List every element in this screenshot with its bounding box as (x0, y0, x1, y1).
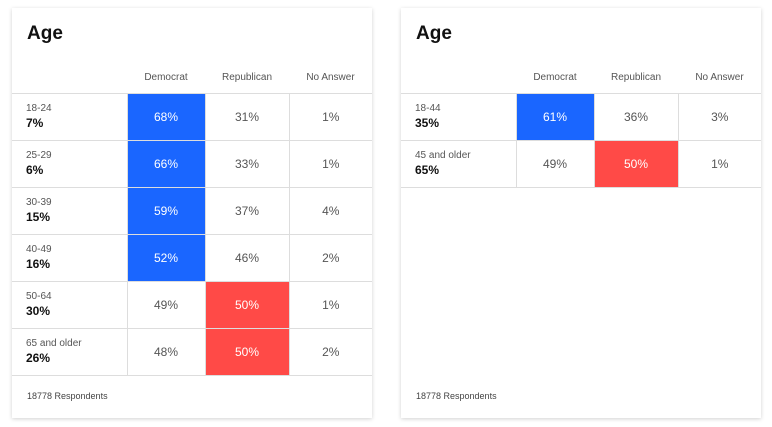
no-answer-value: 1% (677, 140, 761, 188)
democrat-value: 49% (515, 140, 594, 188)
no-answer-value: 1% (288, 93, 372, 141)
card-title: Age (27, 23, 63, 44)
header-row: Democrat Republican No Answer (401, 63, 761, 94)
age-group-label: 65 and older (26, 338, 82, 349)
age-group-share: 35% (415, 116, 440, 130)
no-answer-value: 1% (288, 140, 372, 188)
row-label-cell: 30-39 15% (12, 187, 127, 235)
republican-value: 50% (593, 140, 678, 188)
results-table: Democrat Republican No Answer 18-24 7% 68%… (12, 63, 372, 376)
age-group-label: 30-39 (26, 197, 52, 208)
democrat-value: 59% (126, 187, 205, 235)
row-label-cell: 50-64 30% (12, 281, 127, 329)
no-answer-value: 2% (288, 234, 372, 282)
age-group-label: 40-49 (26, 244, 52, 255)
no-answer-value: 1% (288, 281, 372, 329)
table-row: 50-64 30% 49% 50% 1% (12, 281, 372, 329)
header-no-answer: No Answer (678, 63, 761, 94)
table-row: 45 and older 65% 49% 50% 1% (401, 140, 761, 188)
republican-value: 36% (593, 93, 678, 141)
header-republican: Republican (594, 63, 678, 94)
republican-value: 37% (204, 187, 289, 235)
table-row: 25-29 6% 66% 33% 1% (12, 140, 372, 188)
respondents-count: 18778 Respondents (27, 391, 108, 401)
header-blank (401, 63, 516, 94)
republican-value: 50% (204, 281, 289, 329)
age-card-grouped: Age Democrat Republican No Answer 18-44 3… (401, 8, 761, 418)
age-group-label: 50-64 (26, 291, 52, 302)
row-label-cell: 65 and older 26% (12, 328, 127, 376)
republican-value: 50% (204, 328, 289, 376)
age-group-share: 15% (26, 210, 51, 224)
age-group-label: 18-44 (415, 103, 441, 114)
respondents-count: 18778 Respondents (416, 391, 497, 401)
row-label-cell: 25-29 6% (12, 140, 127, 188)
democrat-value: 49% (126, 281, 205, 329)
header-democrat: Democrat (127, 63, 205, 94)
democrat-value: 66% (126, 140, 205, 188)
age-group-share: 26% (26, 351, 51, 365)
table-row: 65 and older 26% 48% 50% 2% (12, 328, 372, 376)
table-row: 40-49 16% 52% 46% 2% (12, 234, 372, 282)
age-group-share: 65% (415, 163, 440, 177)
table-body: 18-44 35% 61% 36% 3% 45 and older 65% 49% 50% 1% (401, 93, 761, 188)
row-label-cell: 18-24 7% (12, 93, 127, 141)
table-row: 18-44 35% 61% 36% 3% (401, 93, 761, 141)
republican-value: 33% (204, 140, 289, 188)
table-body: 18-24 7% 68% 31% 1% 25-29 6% 66% 33% 1% 30-39 15% 59… (12, 93, 372, 376)
row-label-cell: 18-44 35% (401, 93, 516, 141)
table-row: 30-39 15% 59% 37% 4% (12, 187, 372, 235)
age-group-label: 18-24 (26, 103, 52, 114)
header-democrat: Democrat (516, 63, 594, 94)
row-label-cell: 45 and older 65% (401, 140, 516, 188)
card-title: Age (416, 23, 452, 44)
age-group-label: 25-29 (26, 150, 52, 161)
republican-value: 46% (204, 234, 289, 282)
democrat-value: 48% (126, 328, 205, 376)
age-group-share: 6% (26, 163, 44, 177)
age-card-detailed: Age Democrat Republican No Answer 18-24 7… (12, 8, 372, 418)
no-answer-value: 4% (288, 187, 372, 235)
age-group-share: 30% (26, 304, 51, 318)
header-row: Democrat Republican No Answer (12, 63, 372, 94)
age-group-share: 7% (26, 116, 44, 130)
header-republican: Republican (205, 63, 289, 94)
age-group-label: 45 and older (415, 150, 471, 161)
democrat-value: 52% (126, 234, 205, 282)
header-no-answer: No Answer (289, 63, 372, 94)
age-group-share: 16% (26, 257, 51, 271)
row-label-cell: 40-49 16% (12, 234, 127, 282)
header-blank (12, 63, 127, 94)
no-answer-value: 3% (677, 93, 761, 141)
no-answer-value: 2% (288, 328, 372, 376)
republican-value: 31% (204, 93, 289, 141)
democrat-value: 61% (515, 93, 594, 141)
democrat-value: 68% (126, 93, 205, 141)
results-table: Democrat Republican No Answer 18-44 35% 61… (401, 63, 761, 188)
table-row: 18-24 7% 68% 31% 1% (12, 93, 372, 141)
